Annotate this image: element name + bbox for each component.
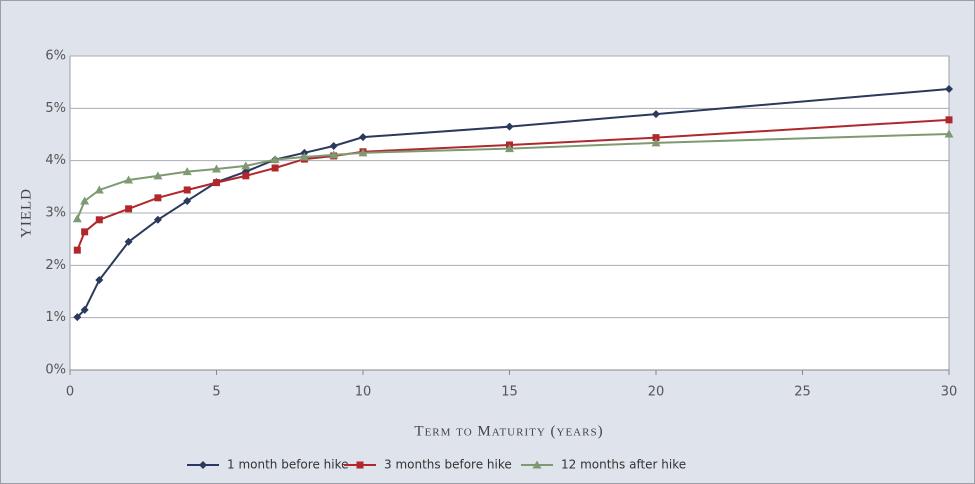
legend-label: 12 months after hike xyxy=(561,458,686,472)
marker xyxy=(651,138,661,147)
legend-label: 1 month before hike xyxy=(227,458,349,472)
y-tick-label: 5% xyxy=(45,101,66,116)
marker xyxy=(182,167,192,176)
marker xyxy=(359,133,367,142)
marker xyxy=(94,185,104,194)
marker xyxy=(212,164,221,173)
marker xyxy=(73,313,82,322)
y-tick-label: 2% xyxy=(45,258,66,273)
x-tick-label: 25 xyxy=(794,385,811,400)
marker xyxy=(81,228,89,236)
marker xyxy=(945,84,953,93)
x-axis-title: Term to Maturity (years) xyxy=(414,423,603,439)
marker xyxy=(505,144,514,153)
marker xyxy=(329,150,339,159)
marker xyxy=(356,461,364,469)
y-tick-label: 6% xyxy=(45,49,66,64)
marker xyxy=(124,175,134,184)
y-tick-label: 3% xyxy=(45,206,66,221)
marker xyxy=(154,194,162,202)
marker xyxy=(124,237,133,246)
marker xyxy=(241,161,251,170)
marker xyxy=(213,179,220,187)
y-tick-label: 4% xyxy=(45,153,66,168)
marker xyxy=(358,148,368,157)
y-tick-label: 0% xyxy=(45,363,66,378)
y-tick-label: 1% xyxy=(45,310,66,325)
marker xyxy=(153,171,163,180)
x-tick-label: 10 xyxy=(355,385,372,400)
marker xyxy=(95,275,104,284)
marker xyxy=(72,214,82,223)
marker xyxy=(945,116,953,124)
marker xyxy=(242,172,250,180)
marker xyxy=(652,110,660,119)
x-tick-label: 15 xyxy=(501,385,518,400)
marker xyxy=(153,215,162,224)
marker xyxy=(532,460,542,469)
x-tick-label: 0 xyxy=(66,385,74,400)
x-tick-label: 5 xyxy=(212,385,220,400)
marker xyxy=(505,122,514,131)
y-axis-title: YIELD xyxy=(18,188,34,238)
marker xyxy=(183,186,191,194)
legend-label: 3 months before hike xyxy=(384,458,512,472)
marker xyxy=(73,246,81,254)
marker xyxy=(80,196,90,205)
marker xyxy=(80,305,89,314)
marker xyxy=(199,461,207,469)
marker xyxy=(125,205,133,213)
x-tick-label: 20 xyxy=(648,385,665,400)
marker xyxy=(183,196,192,205)
marker xyxy=(271,164,279,172)
marker xyxy=(329,142,338,151)
marker xyxy=(652,134,660,142)
marker xyxy=(270,155,280,164)
x-tick-label: 30 xyxy=(941,385,958,400)
marker xyxy=(95,216,103,224)
marker xyxy=(299,152,309,161)
marker xyxy=(944,129,954,138)
